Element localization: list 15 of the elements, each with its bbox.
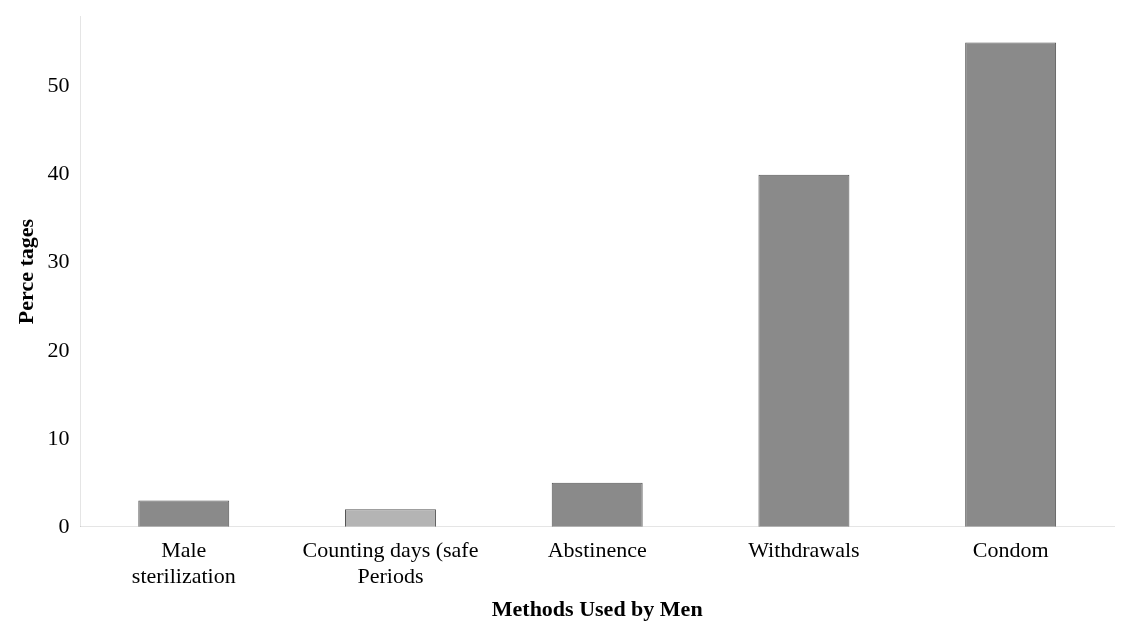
y-tick-label: 30 <box>47 248 70 274</box>
x-tick-label: Condom <box>972 536 1049 562</box>
category-label: sterilization <box>131 563 236 589</box>
category-label: Male <box>161 536 207 562</box>
y-tick-label: 0 <box>58 512 70 538</box>
y-tick-label: 40 <box>47 160 70 186</box>
y-tick-label: 10 <box>47 424 70 450</box>
x-tick-label: Abstinence <box>547 536 647 562</box>
y-axis-title: Perce tages <box>12 218 38 325</box>
category-label: Counting days (safe <box>302 536 479 562</box>
x-axis-title: Methods Used by Men <box>491 596 703 622</box>
y-tick-label: 20 <box>47 336 70 362</box>
y-tick-label: 50 <box>47 72 70 98</box>
category-label: Periods <box>357 563 424 589</box>
x-tick-label: Withdrawals <box>748 536 860 562</box>
